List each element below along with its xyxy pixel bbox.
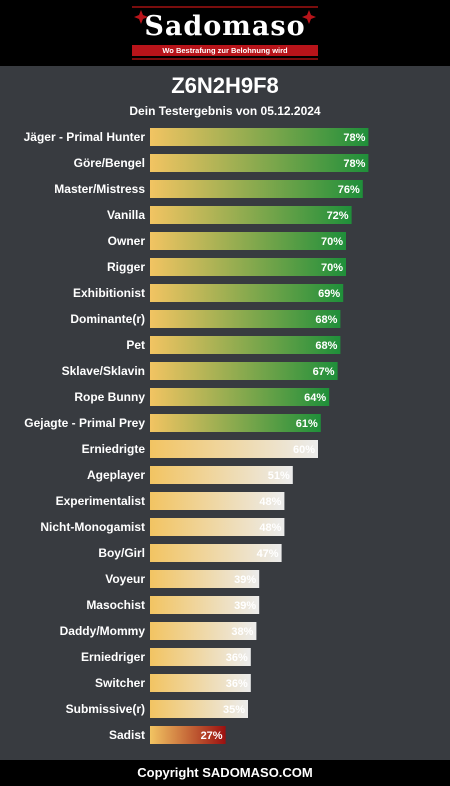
iron-cross-icon [134, 10, 148, 24]
value-label: 47% [257, 548, 279, 560]
brand-tagline: Wo Bestrafung zur Belohnung wird [132, 45, 318, 56]
category-label: Gejagte - Primal Prey [24, 416, 145, 430]
category-label: Göre/Bengel [74, 156, 145, 170]
header-bar: Sadomaso Wo Bestrafung zur Belohnung wir… [0, 0, 450, 66]
category-label: Dominante(r) [70, 312, 145, 326]
value-label: 70% [321, 236, 343, 248]
brand-name: Sadomaso [144, 11, 306, 42]
category-label: Erniedriger [81, 650, 145, 664]
result-id: Z6N2H9F8 [171, 73, 279, 98]
category-label: Experimentalist [56, 494, 145, 508]
bar [150, 128, 369, 146]
category-label: Pet [126, 338, 145, 352]
bar [150, 284, 344, 302]
value-label: 61% [296, 418, 318, 430]
value-label: 68% [315, 340, 337, 352]
value-label: 78% [343, 158, 365, 170]
bar [150, 518, 285, 536]
value-label: 35% [223, 704, 245, 716]
value-label: 51% [268, 470, 290, 482]
bar [150, 310, 341, 328]
value-label: 48% [259, 522, 281, 534]
value-label: 78% [343, 132, 365, 144]
value-label: 76% [338, 184, 360, 196]
bar [150, 544, 282, 562]
category-label: Vanilla [107, 208, 145, 222]
value-label: 69% [318, 288, 340, 300]
bar [150, 700, 248, 718]
bar [150, 648, 251, 666]
category-label: Sklave/Sklavin [62, 364, 145, 378]
brand-logo[interactable]: Sadomaso Wo Bestrafung zur Belohnung wir… [132, 6, 318, 60]
bar [150, 440, 318, 458]
value-label: 36% [226, 652, 248, 664]
category-label: Switcher [95, 676, 145, 690]
value-label: 38% [231, 626, 253, 638]
category-label: Voyeur [105, 572, 145, 586]
value-label: 36% [226, 678, 248, 690]
bar [150, 180, 363, 198]
category-label: Ageplayer [87, 468, 145, 482]
result-subtitle: Dein Testergebnis von 05.12.2024 [129, 104, 321, 118]
category-label: Erniedrigte [82, 442, 146, 456]
bar [150, 362, 338, 380]
category-label: Daddy/Mommy [60, 624, 146, 638]
bar [150, 388, 330, 406]
value-label: 39% [234, 600, 256, 612]
iron-cross-icon [302, 10, 316, 24]
bar [150, 726, 226, 744]
bar [150, 596, 260, 614]
copyright-footer: Copyright SADOMASO.COM [0, 760, 450, 786]
bar [150, 622, 257, 640]
value-label: 27% [201, 730, 223, 742]
category-label: Jäger - Primal Hunter [24, 130, 146, 144]
category-label: Master/Mistress [54, 182, 145, 196]
value-label: 60% [293, 444, 315, 456]
value-label: 67% [313, 366, 335, 378]
bar [150, 258, 346, 276]
category-label: Nicht-Monogamist [40, 520, 145, 534]
bar [150, 570, 260, 588]
category-label: Boy/Girl [98, 546, 145, 560]
category-label: Rigger [107, 260, 145, 274]
bar [150, 492, 285, 510]
value-label: 70% [321, 262, 343, 274]
category-label: Owner [108, 234, 146, 248]
value-label: 39% [234, 574, 256, 586]
category-label: Rope Bunny [74, 390, 145, 404]
category-label: Sadist [109, 728, 145, 742]
bar [150, 336, 341, 354]
results-bar-chart: Jäger - Primal Hunter 78% Göre/Bengel 78% Ma… [24, 128, 369, 744]
value-label: 64% [304, 392, 326, 404]
bar [150, 674, 251, 692]
bar [150, 232, 346, 250]
value-label: 48% [259, 496, 281, 508]
value-label: 68% [315, 314, 337, 326]
bar [150, 206, 352, 224]
category-label: Masochist [86, 598, 145, 612]
category-label: Submissive(r) [66, 702, 145, 716]
bar [150, 466, 293, 484]
bar [150, 414, 321, 432]
category-label: Exhibitionist [73, 286, 145, 300]
value-label: 72% [327, 210, 349, 222]
bar [150, 154, 369, 172]
